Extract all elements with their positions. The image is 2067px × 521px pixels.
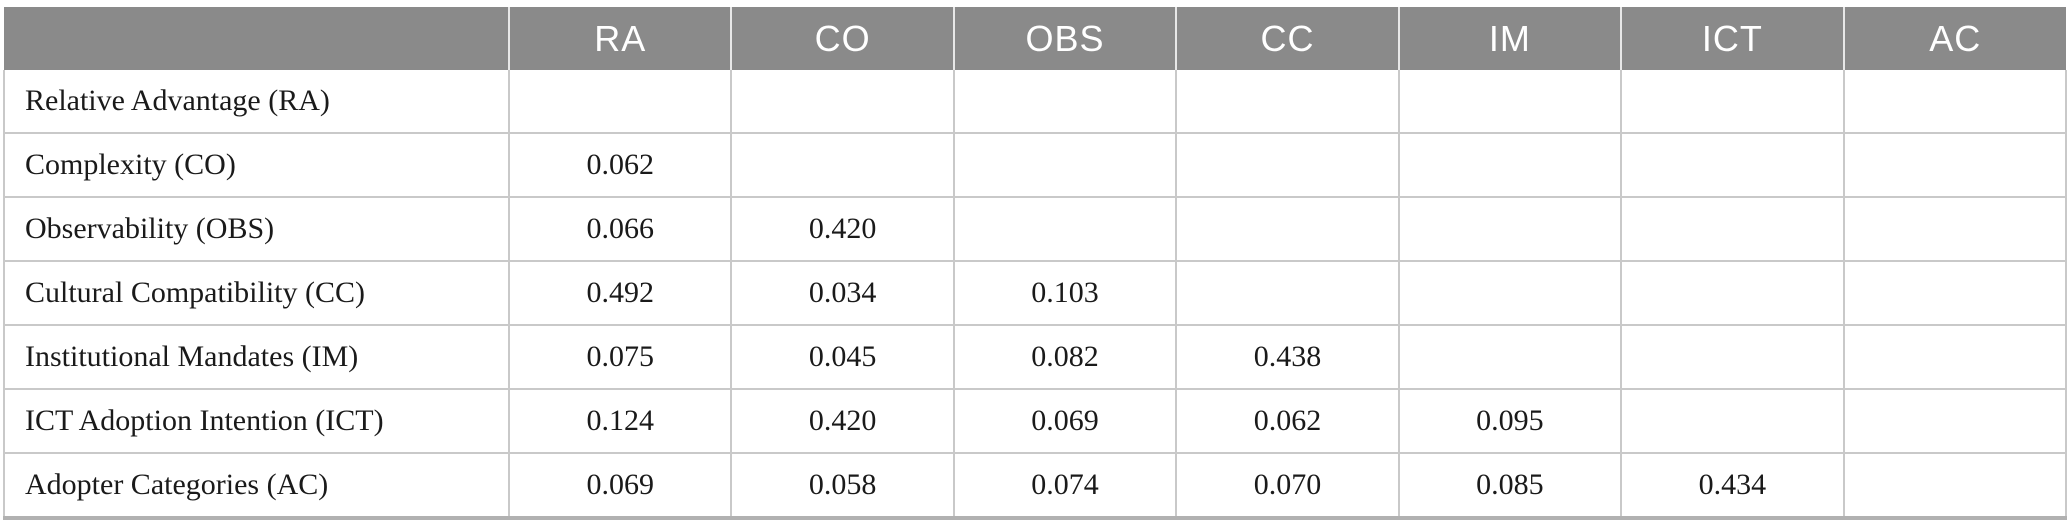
table-cell bbox=[507, 70, 733, 134]
table-row: Adopter Categories (AC) 0.069 0.058 0.074 0.… bbox=[3, 452, 2067, 519]
table-cell bbox=[1620, 132, 1845, 198]
table-cell bbox=[952, 196, 1178, 262]
row-label: ICT Adoption Intention (ICT) bbox=[3, 388, 510, 454]
table-row: Cultural Compatibility (CC) 0.492 0.034 0.1… bbox=[3, 260, 2067, 326]
table-cell bbox=[730, 132, 955, 198]
table-body: Relative Advantage (RA) Complexity (CO) 0.… bbox=[3, 70, 2067, 519]
row-label: Observability (OBS) bbox=[3, 196, 510, 262]
table-cell bbox=[1397, 324, 1623, 390]
table-cell bbox=[1175, 132, 1400, 198]
table-cell bbox=[1842, 452, 2067, 519]
table-cell: 0.058 bbox=[730, 452, 955, 519]
column-header-ra: RA bbox=[507, 7, 732, 70]
row-label: Adopter Categories (AC) bbox=[3, 452, 510, 519]
table-cell bbox=[1620, 196, 1845, 262]
table-cell: 0.069 bbox=[507, 452, 733, 519]
column-header-ict: ICT bbox=[1620, 7, 1844, 70]
table-cell bbox=[1842, 132, 2067, 198]
table-cell: 0.074 bbox=[952, 452, 1178, 519]
table-cell bbox=[1620, 388, 1845, 454]
table-cell: 0.124 bbox=[507, 388, 733, 454]
table-cell bbox=[1397, 196, 1623, 262]
table-cell: 0.070 bbox=[1175, 452, 1400, 519]
table-cell bbox=[1620, 70, 1845, 134]
corner-header-cell bbox=[4, 7, 509, 70]
table-cell: 0.095 bbox=[1397, 388, 1623, 454]
table-cell bbox=[1175, 196, 1400, 262]
table-cell: 0.034 bbox=[730, 260, 955, 326]
row-label: Cultural Compatibility (CC) bbox=[3, 260, 510, 326]
column-header-im: IM bbox=[1397, 7, 1622, 70]
table-cell bbox=[1620, 260, 1845, 326]
table-cell bbox=[1620, 324, 1845, 390]
table-cell bbox=[1397, 132, 1623, 198]
column-header-ac: AC bbox=[1842, 7, 2066, 70]
row-label: Institutional Mandates (IM) bbox=[3, 324, 510, 390]
table-cell: 0.492 bbox=[507, 260, 733, 326]
table-row: Complexity (CO) 0.062 bbox=[3, 132, 2067, 198]
table-cell: 0.075 bbox=[507, 324, 733, 390]
table-cell bbox=[1842, 70, 2067, 134]
table-cell: 0.062 bbox=[507, 132, 733, 198]
column-header-obs: OBS bbox=[952, 7, 1177, 70]
column-header-cc: CC bbox=[1175, 7, 1399, 70]
table-cell: 0.062 bbox=[1175, 388, 1400, 454]
table-cell: 0.082 bbox=[952, 324, 1178, 390]
table-cell bbox=[952, 132, 1178, 198]
table-row: Institutional Mandates (IM) 0.075 0.045 0.0… bbox=[3, 324, 2067, 390]
table-row: Relative Advantage (RA) bbox=[3, 70, 2067, 134]
row-label: Complexity (CO) bbox=[3, 132, 510, 198]
table-cell: 0.438 bbox=[1175, 324, 1400, 390]
correlation-matrix-table: RA CO OBS CC IM ICT AC Relative Advantage (RA)… bbox=[3, 7, 2067, 520]
table-cell bbox=[1175, 70, 1400, 134]
table-cell bbox=[1842, 196, 2067, 262]
table-cell bbox=[1397, 260, 1623, 326]
table-cell bbox=[1397, 70, 1623, 134]
row-label: Relative Advantage (RA) bbox=[3, 70, 510, 134]
table-cell: 0.066 bbox=[507, 196, 733, 262]
table-row: Observability (OBS) 0.066 0.420 bbox=[3, 196, 2067, 262]
table-row: ICT Adoption Intention (ICT) 0.124 0.420 0.… bbox=[3, 388, 2067, 454]
table-cell: 0.434 bbox=[1620, 452, 1845, 519]
table-cell: 0.420 bbox=[730, 196, 955, 262]
table-cell: 0.085 bbox=[1397, 452, 1623, 519]
column-header-co: CO bbox=[730, 7, 954, 70]
table-cell bbox=[1175, 260, 1400, 326]
header-row: RA CO OBS CC IM ICT AC bbox=[4, 7, 2066, 70]
table-cell bbox=[1842, 260, 2067, 326]
table-cell: 0.103 bbox=[952, 260, 1178, 326]
table-cell bbox=[1842, 324, 2067, 390]
table-cell: 0.045 bbox=[730, 324, 955, 390]
table-header: RA CO OBS CC IM ICT AC bbox=[4, 7, 2066, 70]
table-cell bbox=[730, 70, 955, 134]
table-cell: 0.420 bbox=[730, 388, 955, 454]
table-cell bbox=[1842, 388, 2067, 454]
table-cell bbox=[952, 70, 1178, 134]
table-cell: 0.069 bbox=[952, 388, 1178, 454]
